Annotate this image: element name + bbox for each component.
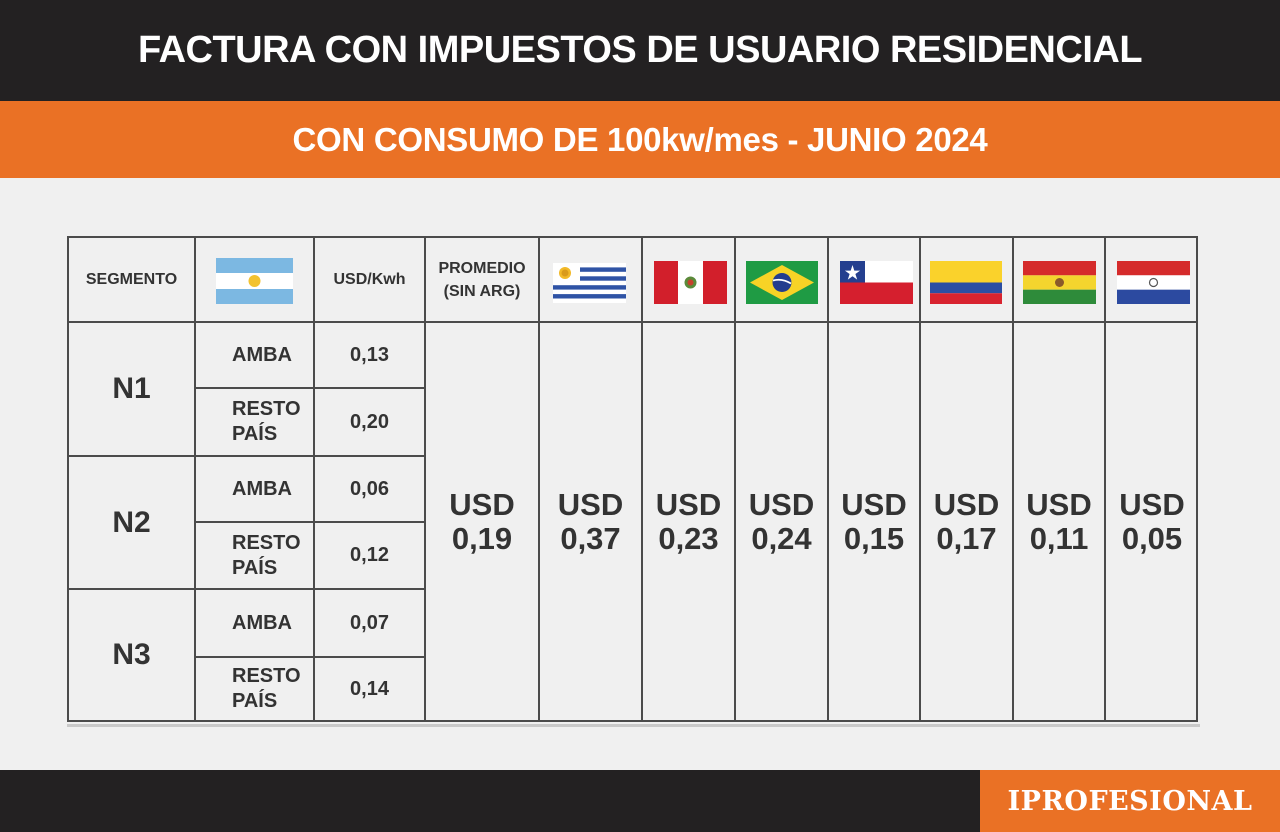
uruguay-flag <box>553 263 626 303</box>
zone-line: PAÍS <box>232 690 278 712</box>
price-value: 0,37 <box>560 520 621 556</box>
price-currency: USD <box>557 486 624 522</box>
segment-n1: N1 <box>112 372 151 405</box>
zone-line: RESTO <box>232 665 301 687</box>
colombia-flag <box>930 261 1002 304</box>
table-shadow <box>67 724 1200 727</box>
paraguay-flag <box>1117 261 1190 304</box>
brazil-flag <box>746 261 818 304</box>
price-paraguay: USD 0,05 <box>1106 323 1198 720</box>
header-segment: SEGMENTO <box>85 271 178 288</box>
grid-line <box>194 236 196 722</box>
grid-line <box>734 236 736 722</box>
grid-line <box>67 588 425 590</box>
header-rate: USD/Kwh <box>333 271 406 288</box>
grid-line <box>1012 236 1014 722</box>
argentina-flag <box>216 258 293 304</box>
grid-line <box>194 521 425 523</box>
zone-label: AMBA <box>196 323 313 387</box>
zone-label: RESTO PAÍS <box>196 523 313 588</box>
page-title: FACTURA CON IMPUESTOS DE USUARIO RESIDEN… <box>137 29 1143 71</box>
zone-line: RESTO <box>232 398 301 420</box>
price-value: 0,05 <box>1121 520 1183 556</box>
segment-n2: N2 <box>112 505 151 539</box>
rate-value: 0,12 <box>350 544 389 566</box>
price-currency: USD <box>1119 486 1185 522</box>
price-currency: USD <box>449 486 515 522</box>
zone-line: AMBA <box>232 343 292 366</box>
zone-line: AMBA <box>232 611 292 634</box>
zone-label: RESTO PAÍS <box>196 658 313 720</box>
rate-value: 0,14 <box>350 677 389 700</box>
rate-value: 0,07 <box>350 611 389 634</box>
peru-flag <box>654 261 727 304</box>
brand-logo: IPROFESIONAL <box>980 770 1280 832</box>
header-average-line1: PROMEDIO <box>438 259 526 277</box>
tariff-table <box>67 236 1198 722</box>
header-average-line2: (SIN ARG) <box>443 282 521 300</box>
price-value: 0,17 <box>936 520 997 556</box>
price-value: 0,15 <box>843 520 905 556</box>
grid-line <box>194 387 425 389</box>
grid-line <box>827 236 829 722</box>
price-currency: USD <box>655 486 722 522</box>
zone-label: AMBA <box>196 457 313 521</box>
grid-line <box>424 236 426 722</box>
price-bolivia: USD 0,11 <box>1014 323 1104 720</box>
grid-line <box>919 236 921 722</box>
zone-line: AMBA <box>232 477 292 500</box>
page-subtitle: CON CONSUMO DE 100kw/mes - JUNIO 2024 <box>292 120 988 158</box>
price-value: 0,23 <box>658 520 719 556</box>
rate-value: 0,06 <box>350 477 389 500</box>
grid-line <box>538 236 540 722</box>
grid-line <box>194 656 425 658</box>
rate-value: 0,20 <box>350 410 389 433</box>
price-currency: USD <box>748 486 815 522</box>
price-currency: USD <box>841 486 907 522</box>
zone-line: PAÍS <box>232 423 278 445</box>
zone-label: RESTO PAÍS <box>196 389 313 455</box>
price-chile: USD 0,15 <box>829 323 919 720</box>
grid-line <box>641 236 643 722</box>
grid-line <box>1104 236 1106 722</box>
price-value: 0,11 <box>1029 520 1089 556</box>
price-average: USD 0,19 <box>426 323 538 720</box>
grid-line <box>67 321 1198 323</box>
price-currency: USD <box>1026 486 1092 522</box>
subtitle-bar: CON CONSUMO DE 100kw/mes - JUNIO 2024 <box>0 101 1280 178</box>
grid-line <box>67 455 425 457</box>
chile-flag <box>840 261 913 304</box>
price-peru: USD 0,23 <box>643 323 734 720</box>
price-currency: USD <box>933 486 1000 522</box>
price-value: 0,24 <box>751 520 812 556</box>
price-brazil: USD 0,24 <box>736 323 827 720</box>
price-uruguay: USD 0,37 <box>540 323 641 720</box>
segment-n3: N3 <box>112 638 151 671</box>
price-colombia: USD 0,17 <box>921 323 1012 720</box>
header-average: PROMEDIO (SIN ARG) <box>426 238 538 321</box>
grid-line <box>313 236 315 722</box>
title-bar: FACTURA CON IMPUESTOS DE USUARIO RESIDEN… <box>0 0 1280 101</box>
zone-label: AMBA <box>196 590 313 656</box>
zone-line: RESTO <box>232 531 301 554</box>
zone-line: PAÍS <box>232 556 278 579</box>
price-value: 0,19 <box>451 520 513 556</box>
rate-value: 0,13 <box>350 343 389 366</box>
bolivia-flag <box>1023 261 1096 304</box>
